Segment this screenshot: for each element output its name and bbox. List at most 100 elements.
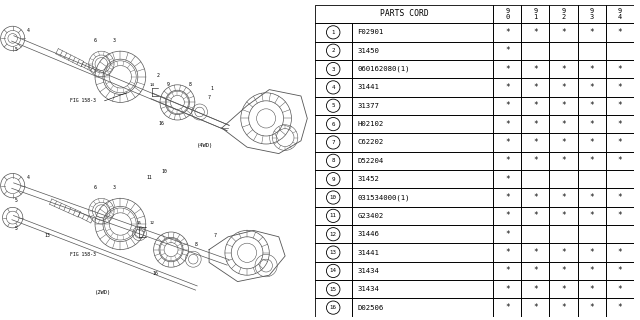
Text: *: *: [617, 65, 622, 74]
Text: *: *: [505, 211, 509, 220]
Text: *: *: [505, 156, 509, 165]
Text: D52204: D52204: [357, 158, 383, 164]
Text: 14: 14: [330, 268, 337, 273]
Text: *: *: [533, 101, 538, 110]
Text: 15: 15: [330, 287, 337, 292]
Text: 6: 6: [93, 185, 97, 190]
Text: 3: 3: [332, 67, 335, 72]
Text: 14: 14: [150, 84, 155, 87]
Text: *: *: [589, 248, 594, 257]
Text: *: *: [561, 156, 566, 165]
Text: 6: 6: [93, 37, 97, 43]
Text: *: *: [561, 83, 566, 92]
Text: G23402: G23402: [357, 213, 383, 219]
Text: 16: 16: [330, 305, 337, 310]
Text: 9
4: 9 4: [618, 8, 621, 20]
Text: *: *: [533, 211, 538, 220]
Text: 31434: 31434: [357, 286, 379, 292]
Text: 7: 7: [332, 140, 335, 145]
Text: *: *: [589, 65, 594, 74]
Text: 13: 13: [45, 233, 51, 238]
Text: *: *: [561, 267, 566, 276]
Text: 8: 8: [332, 158, 335, 163]
Text: *: *: [505, 28, 509, 37]
Text: *: *: [533, 248, 538, 257]
Text: *: *: [561, 28, 566, 37]
Text: *: *: [589, 211, 594, 220]
Text: 8: 8: [195, 243, 198, 247]
Text: *: *: [561, 248, 566, 257]
Text: 16: 16: [152, 271, 158, 276]
Text: *: *: [533, 65, 538, 74]
Text: 31452: 31452: [357, 176, 379, 182]
Text: *: *: [533, 138, 538, 147]
Text: *: *: [561, 138, 566, 147]
Text: 31441: 31441: [357, 84, 379, 90]
Text: FIG 158-3: FIG 158-3: [70, 98, 95, 103]
Text: *: *: [617, 101, 622, 110]
Text: 11: 11: [146, 175, 152, 180]
Text: D02506: D02506: [357, 305, 383, 311]
Text: *: *: [505, 285, 509, 294]
Text: *: *: [505, 83, 509, 92]
Text: *: *: [533, 285, 538, 294]
Text: 5: 5: [15, 197, 17, 203]
Text: *: *: [561, 211, 566, 220]
Text: 9
0: 9 0: [505, 8, 509, 20]
Text: 2: 2: [332, 48, 335, 53]
Text: (2WD): (2WD): [95, 291, 111, 295]
Text: *: *: [617, 193, 622, 202]
Text: *: *: [505, 248, 509, 257]
Text: 4: 4: [332, 85, 335, 90]
Text: *: *: [589, 285, 594, 294]
Text: 5: 5: [332, 103, 335, 108]
Text: 1: 1: [332, 30, 335, 35]
Text: FIG 158-3: FIG 158-3: [70, 252, 95, 257]
Text: *: *: [617, 156, 622, 165]
Text: *: *: [589, 193, 594, 202]
Text: 9
2: 9 2: [561, 8, 566, 20]
Text: *: *: [533, 267, 538, 276]
Text: *: *: [561, 65, 566, 74]
Text: *: *: [533, 83, 538, 92]
Text: 31446: 31446: [357, 231, 379, 237]
Text: *: *: [561, 193, 566, 202]
Text: 12: 12: [150, 221, 155, 225]
Text: *: *: [589, 267, 594, 276]
Text: *: *: [617, 285, 622, 294]
Text: *: *: [617, 303, 622, 312]
Text: 2: 2: [157, 73, 160, 78]
Text: 7: 7: [207, 95, 211, 100]
Text: *: *: [617, 211, 622, 220]
Text: PARTS CORD: PARTS CORD: [380, 10, 429, 19]
Text: 9
3: 9 3: [589, 8, 594, 20]
Text: *: *: [589, 28, 594, 37]
Text: 31377: 31377: [357, 103, 379, 109]
Text: *: *: [561, 285, 566, 294]
Text: *: *: [589, 303, 594, 312]
Text: 5: 5: [15, 227, 17, 231]
Text: 11: 11: [330, 213, 337, 218]
Text: *: *: [505, 65, 509, 74]
Text: 060162080(1): 060162080(1): [357, 66, 410, 72]
Text: *: *: [533, 193, 538, 202]
Text: *: *: [533, 28, 538, 37]
Text: *: *: [505, 120, 509, 129]
Text: *: *: [561, 101, 566, 110]
Text: *: *: [617, 120, 622, 129]
Text: 9: 9: [332, 177, 335, 182]
Text: 6: 6: [332, 122, 335, 127]
Text: *: *: [589, 83, 594, 92]
Text: *: *: [505, 138, 509, 147]
Text: 15: 15: [137, 221, 142, 225]
Text: *: *: [561, 303, 566, 312]
Text: 31450: 31450: [357, 48, 379, 54]
Text: *: *: [505, 101, 509, 110]
Text: 3: 3: [113, 185, 115, 190]
Text: 10: 10: [162, 169, 168, 174]
Text: 13: 13: [330, 250, 337, 255]
Text: *: *: [533, 120, 538, 129]
Text: F02901: F02901: [357, 29, 383, 35]
Text: *: *: [505, 303, 509, 312]
Text: *: *: [589, 156, 594, 165]
